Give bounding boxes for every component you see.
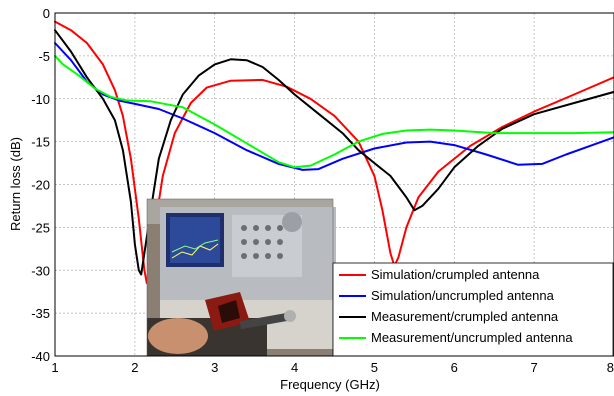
series-line-1	[54, 20, 614, 285]
y-tick-label: -15	[31, 135, 50, 150]
y-tick-label: 0	[43, 6, 50, 21]
legend-label-4: Measurement/uncrumpled antenna	[371, 330, 573, 345]
tick-labels: 1 2 3 4 5 6 7 8 0 -5 -10 -15 -20 -25 -30 -35 -40	[31, 6, 614, 375]
measurement-photo	[146, 198, 336, 357]
y-tick-label: -40	[31, 349, 50, 364]
y-axis-label: Return loss (dB)	[8, 137, 23, 231]
series-lines	[54, 20, 614, 285]
legend-label-2: Simulation/uncrumpled antenna	[371, 288, 555, 303]
x-tick-label: 6	[451, 360, 458, 375]
x-axis-label: Frequency (GHz)	[280, 377, 380, 392]
x-tick-label: 7	[531, 360, 538, 375]
legend-label-1: Simulation/crumpled antenna	[371, 267, 540, 282]
y-tick-label: -10	[31, 92, 50, 107]
x-tick-label: 8	[607, 360, 614, 375]
y-tick-label: -25	[31, 220, 50, 235]
series-line-3	[54, 29, 614, 276]
x-tick-label: 2	[131, 360, 138, 375]
y-tick-label: -35	[31, 306, 50, 321]
y-tick-label: -20	[31, 178, 50, 193]
series-line-2	[54, 42, 614, 171]
x-tick-label: 5	[371, 360, 378, 375]
legend: Simulation/crumpled antenna Simulation/un…	[332, 262, 614, 357]
x-tick-label: 4	[291, 360, 298, 375]
legend-box	[332, 262, 614, 357]
y-tick-label: -5	[38, 49, 50, 64]
x-tick-label: 3	[211, 360, 218, 375]
y-tick-label: -30	[31, 263, 50, 278]
series-line-4	[54, 54, 614, 169]
plot-frame	[54, 12, 614, 357]
legend-label-3: Measurement/crumpled antenna	[371, 309, 559, 324]
x-tick-label: 1	[51, 360, 58, 375]
